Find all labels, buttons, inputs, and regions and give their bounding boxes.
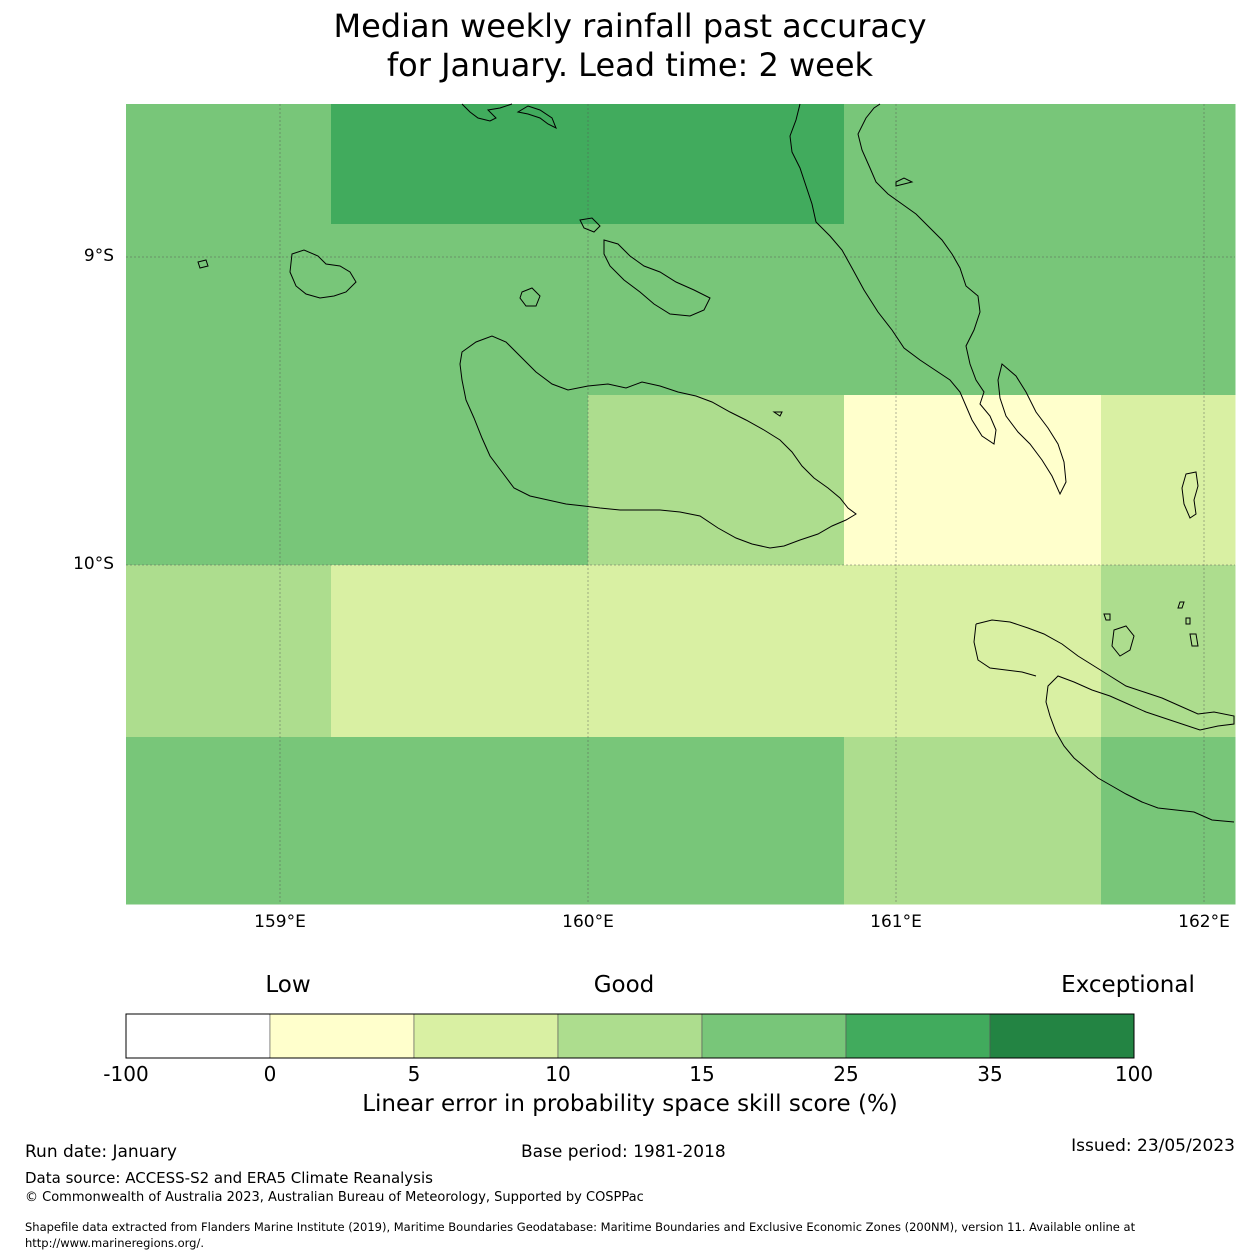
coastline-islet-small xyxy=(772,411,783,417)
skill-cell xyxy=(588,395,845,566)
colorbar-tick: 15 xyxy=(689,1062,715,1086)
lat-label-10s: 10°S xyxy=(73,554,114,574)
coastline-islet-e4 xyxy=(1189,633,1199,647)
graticule xyxy=(126,104,1235,904)
skill-cell xyxy=(1101,395,1236,566)
coastline-islet-e2 xyxy=(1177,601,1185,609)
colorbar-swatch xyxy=(413,1013,559,1059)
coastline-islet-north xyxy=(516,105,557,130)
run-date: Run date: January xyxy=(25,1142,177,1162)
colorbar-tick: 100 xyxy=(1114,1062,1154,1086)
colorbar-swatch xyxy=(989,1013,1135,1059)
colorbar-tick: 35 xyxy=(977,1062,1003,1086)
lat-label-9s: 9°S xyxy=(83,246,114,266)
skill-cell xyxy=(588,224,845,396)
colorbar-tick: 25 xyxy=(833,1062,859,1086)
skill-cell xyxy=(331,565,589,738)
skill-cell xyxy=(588,737,845,905)
coastline-ngella xyxy=(579,217,711,317)
skill-cell xyxy=(588,104,845,225)
skill-cell xyxy=(588,565,845,738)
coastline-santa-isabel-tip xyxy=(461,103,513,122)
coastlines xyxy=(197,103,1235,823)
legend-category-good: Good xyxy=(593,972,655,998)
colorbar-swatch xyxy=(557,1013,703,1059)
skill-cell xyxy=(331,104,589,225)
colorbar-swatch xyxy=(125,1013,271,1059)
colorbar-tick: -100 xyxy=(103,1062,149,1086)
colorbar-tick: 0 xyxy=(263,1062,277,1086)
skill-cell xyxy=(844,737,1102,905)
skill-cell xyxy=(331,224,589,396)
skill-map xyxy=(126,103,1236,905)
copyright: © Commonwealth of Australia 2023, Austra… xyxy=(25,1190,644,1205)
colorbar xyxy=(125,1013,1135,1059)
skill-cell xyxy=(1101,224,1236,396)
colorbar-swatches xyxy=(125,1013,1135,1059)
skill-cell xyxy=(844,565,1102,738)
coastline-islet-e1 xyxy=(1103,613,1111,621)
skill-cell xyxy=(331,737,589,905)
legend-category-exceptional: Exceptional xyxy=(1061,972,1195,998)
coastline-makira-west xyxy=(973,623,1037,677)
lon-label-162e: 162°E xyxy=(1178,912,1230,932)
colorbar-tick: 10 xyxy=(545,1062,571,1086)
coastline-islet-savo xyxy=(519,287,541,307)
coastline-islet-ne xyxy=(895,177,914,187)
chart-title-line-1: Median weekly rainfall past accuracy xyxy=(333,7,927,45)
skill-grid-cells xyxy=(126,104,1236,905)
colorbar-outline xyxy=(125,1013,1135,1059)
skill-cell xyxy=(844,224,1102,396)
colorbar-swatch xyxy=(845,1013,991,1059)
legend-category-low: Low xyxy=(265,972,311,998)
chart-title-line-2: for January. Lead time: 2 week xyxy=(386,46,874,84)
base-period: Base period: 1981-2018 xyxy=(521,1142,726,1162)
shapefile-credit-line-1: Shapefile data extracted from Flanders M… xyxy=(25,1220,1136,1234)
colorbar-swatch xyxy=(269,1013,415,1059)
data-source: Data source: ACCESS-S2 and ERA5 Climate … xyxy=(25,1169,433,1187)
coastline-islet-west xyxy=(197,259,209,269)
skill-cell xyxy=(126,395,332,566)
skill-cell xyxy=(331,395,589,566)
coastline-islet-rennell-east xyxy=(1181,471,1199,519)
colorbar-label: Linear error in probability space skill … xyxy=(362,1091,898,1117)
shapefile-credit-line-2: http://www.marineregions.org/. xyxy=(25,1236,204,1250)
skill-cell xyxy=(844,395,1102,566)
lon-label-159e: 159°E xyxy=(254,912,306,932)
coastline-islet-ugi xyxy=(1111,625,1135,657)
coastline-small-malaita xyxy=(997,363,1067,496)
skill-cell xyxy=(1101,565,1236,738)
skill-cell xyxy=(126,104,332,225)
colorbar-swatch xyxy=(701,1013,847,1059)
issued-date: Issued: 23/05/2023 xyxy=(1071,1136,1235,1156)
skill-cell xyxy=(126,565,332,738)
skill-cell xyxy=(1101,737,1236,905)
skill-cell xyxy=(1101,104,1236,225)
skill-cell xyxy=(126,737,332,905)
colorbar-tick: 5 xyxy=(407,1062,421,1086)
skill-cell xyxy=(844,104,1102,225)
skill-cell xyxy=(126,224,332,396)
coastline-makira xyxy=(975,619,1235,823)
lon-label-160e: 160°E xyxy=(562,912,614,932)
coastline-islet-e3 xyxy=(1185,617,1191,625)
coastline-guadalcanal xyxy=(459,335,857,549)
coastline-malaita xyxy=(789,103,997,445)
coastline-florida-islands xyxy=(289,249,357,299)
lon-label-161e: 161°E xyxy=(870,912,922,932)
